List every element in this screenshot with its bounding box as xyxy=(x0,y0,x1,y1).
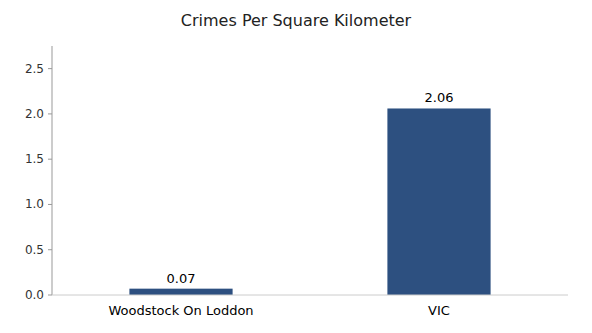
bar xyxy=(129,289,232,295)
data-label: 2.06 xyxy=(425,90,454,105)
y-tick-label: 1.0 xyxy=(25,197,44,211)
y-tick xyxy=(48,295,52,296)
chart-container: Crimes Per Square Kilometer 0.0 0.5 1.0 1.5 2… xyxy=(0,0,592,333)
y-tick-label: 0.5 xyxy=(25,243,44,257)
y-tick xyxy=(48,204,52,205)
x-tick-label: Woodstock On Loddon xyxy=(108,303,253,318)
y-axis: 0.0 0.5 1.0 1.5 2.0 2.5 xyxy=(25,46,52,302)
y-tick-label: 2.0 xyxy=(25,107,44,121)
x-tick-label: VIC xyxy=(428,303,450,318)
x-axis: Woodstock On Loddon VIC xyxy=(52,295,568,318)
y-tick xyxy=(48,68,52,69)
x-axis-line xyxy=(52,295,568,296)
y-tick xyxy=(48,159,52,160)
data-label: 0.07 xyxy=(167,271,196,286)
y-tick-label: 1.5 xyxy=(25,152,44,166)
title: Crimes Per Square Kilometer xyxy=(181,11,412,30)
bar xyxy=(387,108,490,295)
y-tick-label: 2.5 xyxy=(25,62,44,76)
data-labels: 0.07 2.06 xyxy=(167,90,454,285)
y-tick xyxy=(48,249,52,250)
bars xyxy=(129,108,490,295)
y-tick xyxy=(48,113,52,114)
chart-svg: Crimes Per Square Kilometer 0.0 0.5 1.0 1.5 2… xyxy=(0,0,592,333)
y-axis-line xyxy=(52,46,53,295)
y-tick-label: 0.0 xyxy=(25,288,44,302)
